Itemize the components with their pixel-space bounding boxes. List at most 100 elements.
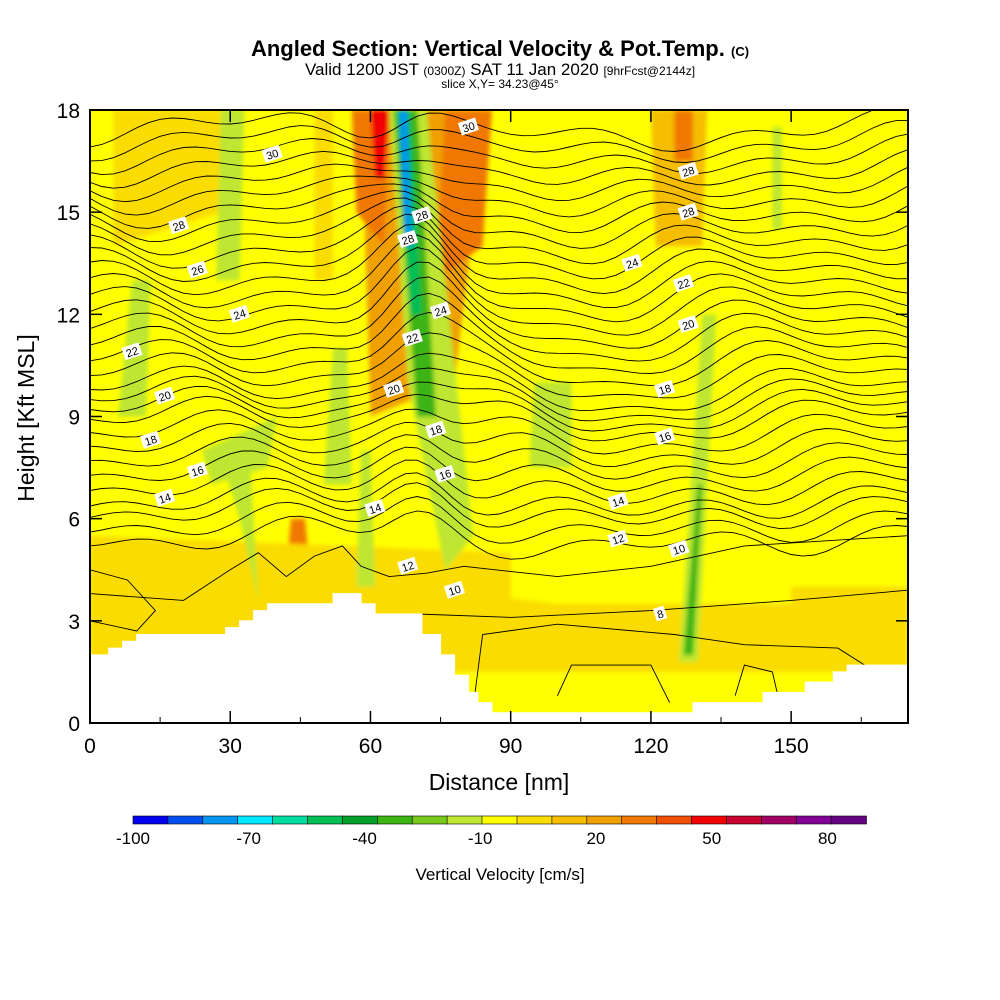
contour-label-group: 20 <box>383 379 405 398</box>
colorbar-swatch <box>272 815 309 825</box>
contour-label-box <box>397 556 419 575</box>
terrain-mask <box>90 593 908 723</box>
colorbar-swatch <box>411 815 448 825</box>
colorbar-label: Vertical Velocity [cm/s] <box>415 865 584 884</box>
contour-label: 22 <box>405 332 420 347</box>
contour-label-box <box>654 379 676 398</box>
colorbar-tick-label: -70 <box>236 829 261 848</box>
theta-isentrope <box>90 496 908 544</box>
contour-label: 14 <box>157 492 172 507</box>
theta-isentrope <box>90 352 908 412</box>
chart-subtitle: Valid 1200 JST (0300Z) SAT 11 Jan 2020 [… <box>0 60 1000 80</box>
theta-isentrope <box>90 292 908 374</box>
theta-isentrope <box>90 234 908 323</box>
y-tick-label: 12 <box>57 304 80 327</box>
theta-isentrope-low <box>90 569 157 632</box>
contour-label-box <box>434 464 456 483</box>
downdraft-zone <box>772 127 782 230</box>
colorbar-swatch <box>760 815 797 825</box>
theta-isentrope <box>90 190 908 249</box>
contour-label: 14 <box>368 502 383 517</box>
x-tick-label: 120 <box>633 735 668 758</box>
contour-label-box <box>397 229 419 248</box>
contour-label-group: 28 <box>411 206 433 225</box>
colorbar-swatch <box>307 815 344 825</box>
contour-label: 14 <box>611 495 626 510</box>
theta-isentrope-low <box>734 664 778 696</box>
theta-isentrope <box>90 393 908 442</box>
contour-label-box <box>654 427 676 446</box>
x-tick-label: 90 <box>499 735 522 758</box>
theta-isentrope-low <box>90 535 908 601</box>
contour-label: 28 <box>681 165 696 180</box>
contour-label-group: 10 <box>443 580 466 599</box>
theta-isentrope <box>90 213 908 295</box>
theta-isentrope <box>90 459 908 506</box>
colorbar-tick-label: -10 <box>468 829 493 848</box>
contour-label: 24 <box>625 257 640 272</box>
chart-title-main: Angled Section: Vertical Velocity & Pot.… <box>250 36 725 61</box>
colorbar-tick-label: 20 <box>586 829 605 848</box>
contour-label: 10 <box>672 543 687 558</box>
contour-label-group: 16 <box>186 461 208 480</box>
contour-label: 30 <box>265 148 280 163</box>
colorbar-swatch <box>691 815 728 825</box>
theta-isentrope <box>90 261 908 349</box>
downdraft-zone <box>323 348 352 485</box>
contour-label-group: 20 <box>154 386 176 405</box>
contour-label-group: 28 <box>677 202 699 221</box>
colorbar: -100 -70 -40 -10 20 50 80 <box>116 815 867 848</box>
downdraft-zone <box>529 382 572 468</box>
contour-label: 28 <box>681 206 696 221</box>
theta-isentrope <box>90 510 908 560</box>
contour-label-box <box>677 202 699 221</box>
contour-label-group: 28 <box>397 229 419 248</box>
contour-label-box <box>607 529 629 548</box>
updraft-zone <box>314 110 334 281</box>
theta-isentrope <box>90 120 908 163</box>
contour-label: 28 <box>415 209 430 224</box>
colorbar-swatch <box>342 815 379 825</box>
contour-label-box <box>411 206 433 225</box>
colorbar-swatch <box>202 815 239 825</box>
contour-label-group: 12 <box>397 556 419 575</box>
contour-label: 10 <box>447 584 462 599</box>
colorbar-tick-label: -40 <box>352 829 377 848</box>
x-tick-label: 150 <box>774 735 809 758</box>
contour-label: 12 <box>611 532 626 547</box>
contour-label-group: 14 <box>607 492 629 510</box>
contour-label-group: 16 <box>654 427 676 446</box>
contour-label-group: 20 <box>677 315 699 333</box>
x-axis: 0 30 60 90 120 150 <box>84 110 862 758</box>
x-axis-label: Distance [nm] <box>429 769 570 795</box>
contour-label: 22 <box>676 277 691 292</box>
contour-label-box <box>457 117 480 136</box>
theta-contours <box>90 110 908 707</box>
contour-label-group: 12 <box>607 529 629 548</box>
contour-label-group: 28 <box>168 216 190 234</box>
contour-label-box <box>121 342 143 361</box>
contour-label: 16 <box>658 430 673 445</box>
theta-isentrope <box>90 434 908 480</box>
contour-label: 24 <box>232 308 247 323</box>
contour-label-box <box>621 253 643 272</box>
contour-label-box <box>186 260 208 279</box>
contour-label: 18 <box>143 434 158 449</box>
theta-isentrope <box>90 312 908 387</box>
contour-label-group: 16 <box>434 464 456 483</box>
colorbar-tick-label: 80 <box>818 829 837 848</box>
theta-isentrope <box>90 197 908 265</box>
contour-label: 16 <box>190 464 205 479</box>
y-tick-label: 6 <box>68 509 80 532</box>
chart-title: Angled Section: Vertical Velocity & Pot.… <box>0 36 1000 62</box>
theta-isentrope <box>90 149 908 189</box>
contour-label-group: 24 <box>228 304 251 323</box>
colorbar-tick-label: 50 <box>702 829 721 848</box>
colorbar-swatch <box>446 815 483 825</box>
contour-label-group: 24 <box>429 301 452 319</box>
theta-isentrope <box>90 446 908 492</box>
y-axis-label: Height [Kft MSL] <box>13 334 39 501</box>
contour-label: 20 <box>386 383 401 398</box>
contour-label-box <box>154 386 176 405</box>
